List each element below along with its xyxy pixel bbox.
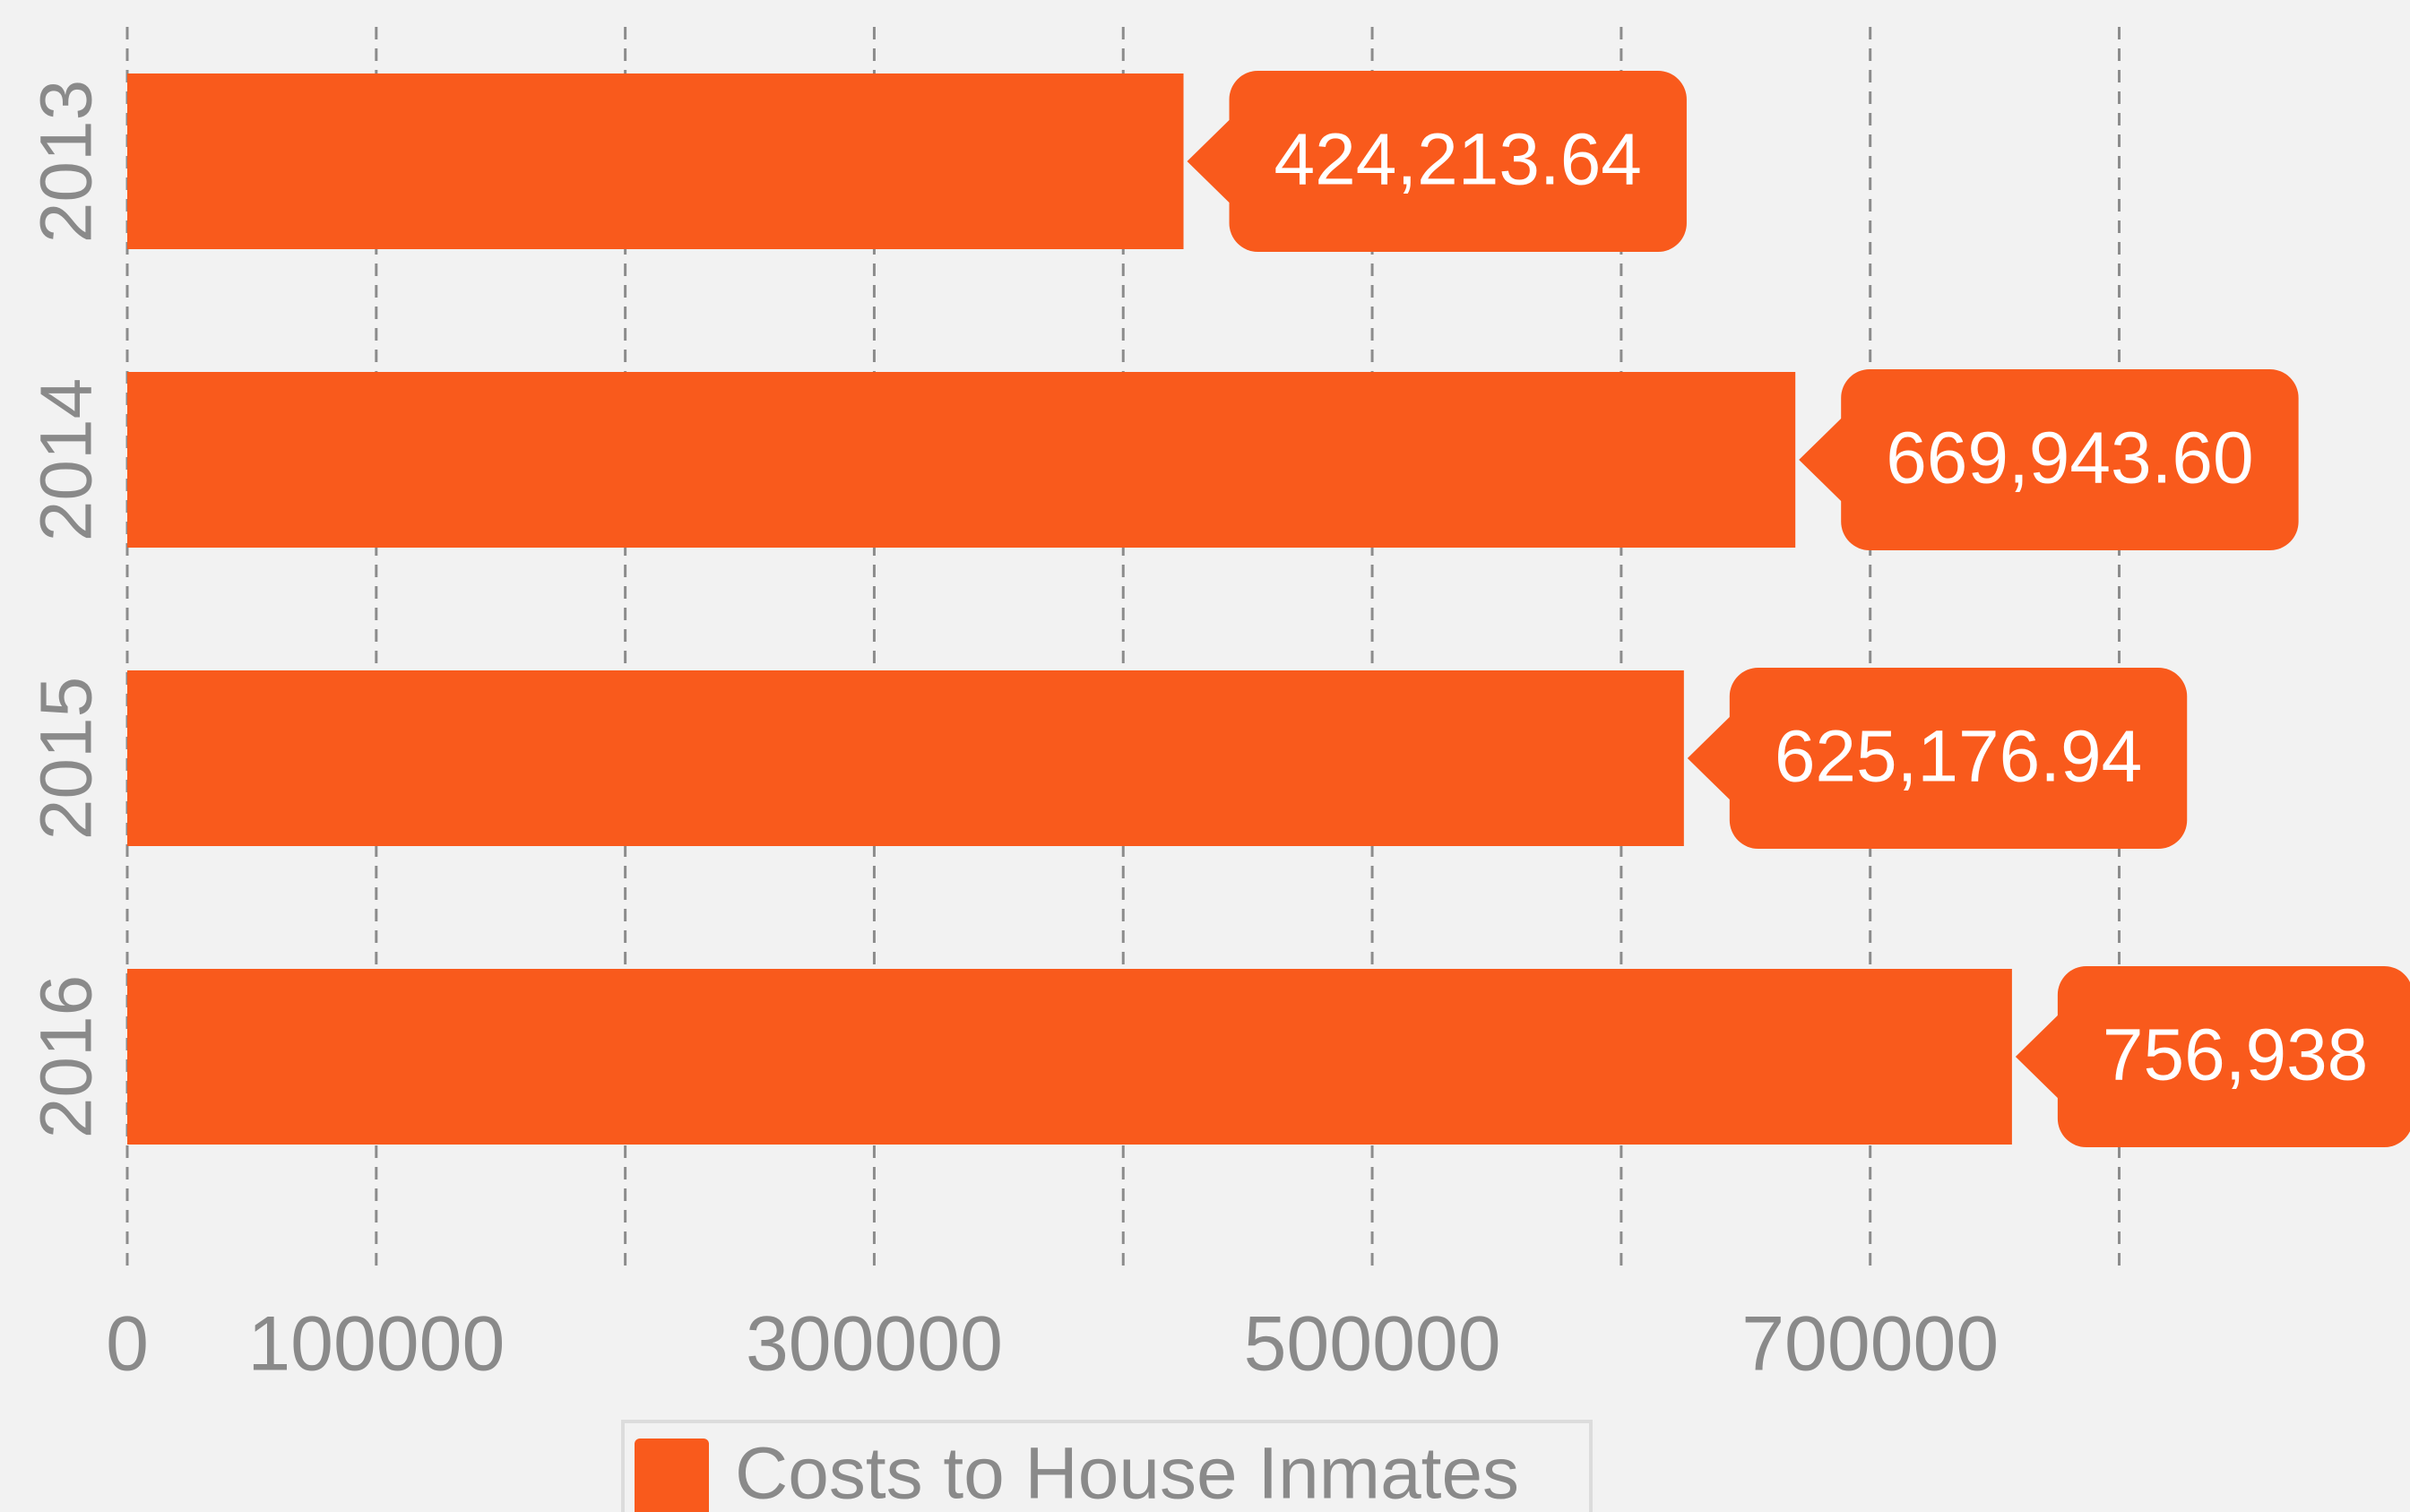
label-box (2057, 966, 2410, 1147)
legend-swatch (635, 1439, 709, 1512)
value-label: 625,176.94 (1775, 716, 2142, 798)
label-box (1729, 668, 2188, 849)
legend-label: Costs to House Inmates (735, 1433, 1519, 1512)
value-label: 669,943.60 (1886, 418, 2253, 499)
bar (127, 670, 1684, 846)
x-tick-label: 500000 (1244, 1301, 1501, 1387)
label-pointer (1799, 417, 1844, 503)
data-label: 756,938 (2015, 966, 2410, 1147)
bar (127, 969, 2012, 1145)
y-tick-label: 2016 (26, 975, 108, 1138)
y-tick-label: 2015 (26, 677, 108, 840)
x-tick-label: 300000 (746, 1301, 1003, 1387)
y-tick-label: 2014 (26, 378, 108, 541)
bar (127, 73, 1184, 249)
data-label: 424,213.64 (1187, 71, 1687, 252)
bar (127, 372, 1796, 548)
y-tick-label: 2013 (26, 80, 108, 243)
value-label: 424,213.64 (1274, 119, 1642, 201)
value-label: 756,938 (2103, 1015, 2368, 1096)
x-tick-label: 0 (106, 1301, 149, 1387)
x-tick-label: 700000 (1741, 1301, 1999, 1387)
legend-box (621, 1420, 1593, 1512)
data-label: 669,943.60 (1799, 369, 2299, 550)
label-pointer (2015, 1014, 2060, 1100)
data-label: 625,176.94 (1687, 668, 2188, 849)
label-pointer (1187, 118, 1231, 204)
x-tick-label: 100000 (247, 1301, 505, 1387)
label-box (1229, 71, 1687, 252)
label-pointer (1687, 715, 1732, 801)
label-box (1841, 369, 2299, 550)
